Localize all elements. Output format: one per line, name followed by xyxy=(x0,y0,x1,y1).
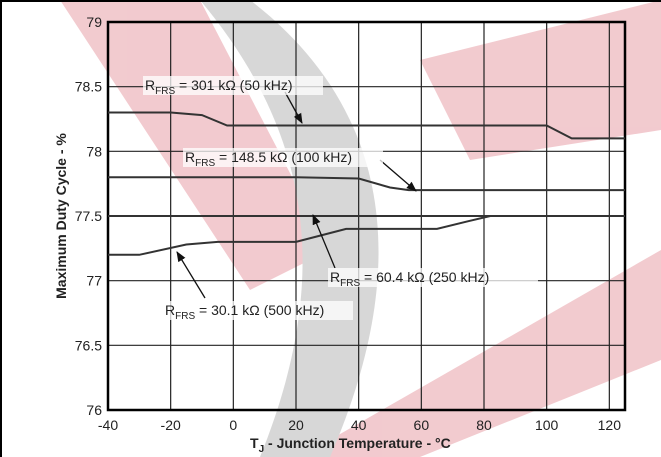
x-tick-label: -40 xyxy=(98,417,118,433)
annotation-main: R xyxy=(165,302,175,318)
annotation: RFRS = 301 kΩ (50 kHz) xyxy=(145,77,293,97)
annotation-rest: = 60.4 kΩ (250 kHz) xyxy=(360,269,489,285)
annotation-main: R xyxy=(145,77,155,93)
arrow xyxy=(312,214,336,269)
arrow xyxy=(379,159,417,192)
annotation-sub: FRS xyxy=(195,158,215,169)
annotation-rest: = 148.5 kΩ (100 kHz) xyxy=(215,149,352,165)
annotation-bg xyxy=(183,148,383,167)
line-series xyxy=(108,215,625,256)
y-tick-label: 78.5 xyxy=(75,79,102,95)
y-tick-label: 77.5 xyxy=(75,208,102,224)
y-tick-label: 78 xyxy=(86,143,102,159)
x-tick-label: 60 xyxy=(414,417,430,433)
y-tick-label: 76.5 xyxy=(75,337,102,353)
watermark xyxy=(60,0,661,457)
y-tick-label: 76 xyxy=(86,402,102,418)
y-tick-label: 79 xyxy=(86,14,102,30)
annotation: RFRS = 30.1 kΩ (500 kHz) xyxy=(165,302,324,322)
x-tick-label: 20 xyxy=(288,417,304,433)
annotation-main: R xyxy=(185,149,195,165)
annotation: RFRS = 60.4 kΩ (250 kHz) xyxy=(330,269,489,289)
annotation-bg xyxy=(328,268,538,287)
annotation-main: R xyxy=(330,269,340,285)
y-axis-label: Maximum Duty Cycle - % xyxy=(53,133,69,299)
arrow xyxy=(284,91,303,124)
annotation-rest: = 301 kΩ (50 kHz) xyxy=(175,77,292,93)
x-tick-label: 100 xyxy=(535,417,559,433)
x-tick-label: 80 xyxy=(476,417,492,433)
annotations xyxy=(176,91,417,299)
line-series xyxy=(108,111,625,140)
line-series xyxy=(108,176,625,192)
x-tick-label: 120 xyxy=(598,417,622,433)
x-tick-label: 40 xyxy=(351,417,367,433)
annotation-sub: FRS xyxy=(175,311,195,322)
x-label-rest: - Junction Temperature - °C xyxy=(264,435,451,451)
arrow xyxy=(176,251,206,299)
x-label-main: T xyxy=(250,435,259,451)
y-tick-label: 77 xyxy=(86,273,102,289)
annotation: RFRS = 148.5 kΩ (100 kHz) xyxy=(185,149,352,169)
annotation-bg xyxy=(163,301,353,320)
x-axis-label: TJ - Junction Temperature - °C xyxy=(250,435,451,455)
annotation-bg xyxy=(143,76,323,95)
x-label-sub: J xyxy=(259,444,265,455)
annotation-sub: FRS xyxy=(340,278,360,289)
annotation-rest: = 30.1 kΩ (500 kHz) xyxy=(195,302,324,318)
x-tick-label: -20 xyxy=(161,417,181,433)
annotation-sub: FRS xyxy=(155,86,175,97)
x-tick-label: 0 xyxy=(229,417,237,433)
